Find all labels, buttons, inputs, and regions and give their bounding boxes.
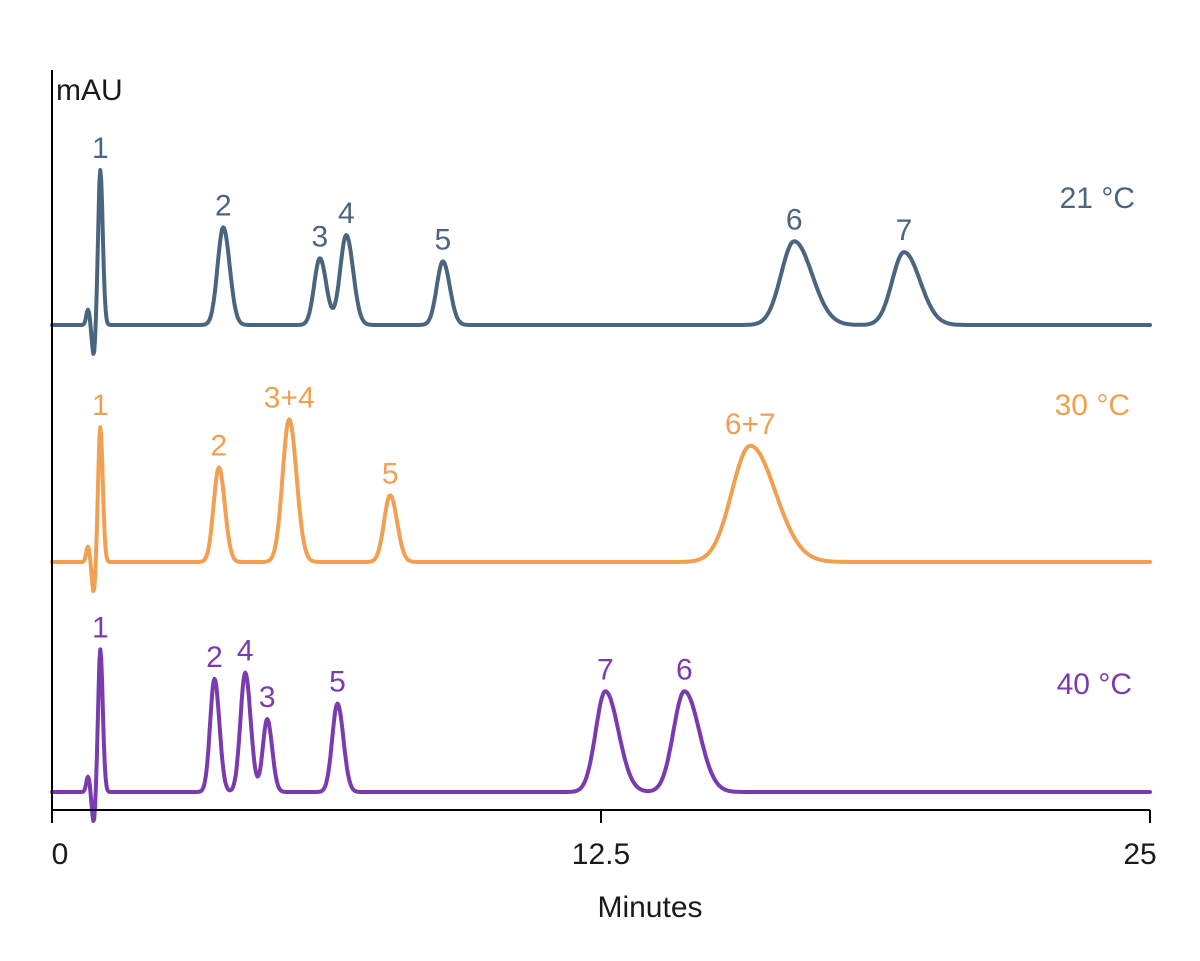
peak-label-21-c-1: 1 bbox=[92, 132, 109, 165]
trace-30-c bbox=[50, 417, 1152, 594]
peak-label-21-c-6: 6 bbox=[786, 203, 803, 236]
x-tick-label-1: 12.5 bbox=[572, 838, 630, 871]
peak-label-21-c-7: 7 bbox=[896, 214, 913, 247]
x-tick-label-2: 25 bbox=[1123, 838, 1156, 871]
x-ticks-layer: 0 12.5 25 bbox=[51, 810, 1157, 871]
series-label-40-c: 40 °C bbox=[1057, 668, 1132, 701]
series-label-30-c: 30 °C bbox=[1055, 389, 1130, 422]
peak-label-21-c-4: 4 bbox=[338, 197, 355, 230]
peak-label-21-c-3: 3 bbox=[312, 220, 329, 253]
x-axis-label: Minutes bbox=[597, 891, 702, 924]
peak-label-30-c-6plus7: 6+7 bbox=[725, 408, 776, 441]
x-tick-label-0: 0 bbox=[52, 838, 69, 871]
peak-label-40-c-3: 3 bbox=[259, 681, 276, 714]
trace-21-c bbox=[50, 168, 1152, 356]
peak-label-21-c-5: 5 bbox=[435, 223, 452, 256]
series-label-21-c: 21 °C bbox=[1060, 182, 1135, 215]
peak-label-30-c-2: 2 bbox=[211, 429, 228, 462]
peak-label-40-c-4: 4 bbox=[237, 635, 254, 668]
y-axis-label: mAU bbox=[56, 74, 123, 107]
peak-label-40-c-7: 7 bbox=[597, 653, 614, 686]
series-labels-layer: 21 °C 30 °C 40 °C bbox=[1055, 182, 1135, 701]
peak-label-30-c-1: 1 bbox=[92, 389, 109, 422]
peak-label-21-c-2: 2 bbox=[215, 189, 232, 222]
peak-label-40-c-5: 5 bbox=[329, 666, 346, 699]
trace-40-c bbox=[50, 647, 1152, 823]
peak-label-40-c-1: 1 bbox=[92, 611, 109, 644]
traces-layer bbox=[50, 168, 1152, 823]
peak-label-30-c-3plus4: 3+4 bbox=[264, 381, 315, 414]
peak-label-40-c-6: 6 bbox=[676, 653, 693, 686]
peak-label-30-c-5: 5 bbox=[382, 457, 399, 490]
peak-label-40-c-2: 2 bbox=[206, 641, 223, 674]
